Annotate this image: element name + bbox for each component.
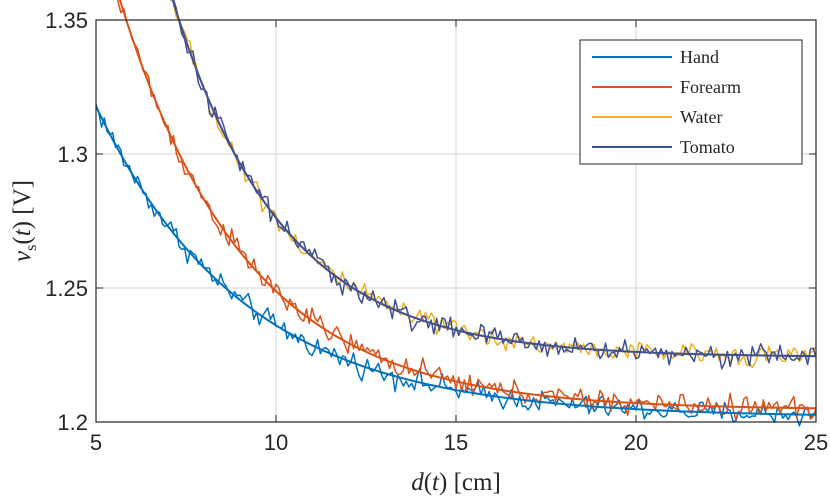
x-tick-label: 15 xyxy=(444,430,468,455)
x-tick-label: 5 xyxy=(90,430,102,455)
y-tick-label: 1.3 xyxy=(57,142,88,167)
series-forearm-fit xyxy=(118,0,817,410)
ticks: 5 10 15 20 25 1.2 1.25 1.3 1.35 xyxy=(45,8,828,455)
x-tick-label: 25 xyxy=(804,430,828,455)
legend: Hand Forearm Water Tomato xyxy=(579,39,803,165)
x-axis-label: d(t) [cm] xyxy=(411,469,501,496)
legend-label-hand: Hand xyxy=(680,47,719,67)
series-tomato-fit xyxy=(171,0,817,358)
legend-box xyxy=(579,39,803,165)
legend-label-water: Water xyxy=(680,107,723,127)
series-group xyxy=(95,0,817,427)
legend-label-forearm: Forearm xyxy=(680,77,741,97)
series-hand-fit xyxy=(95,105,817,416)
y-tick-label: 1.2 xyxy=(57,410,88,435)
x-tick-label: 10 xyxy=(264,430,288,455)
legend-label-tomato: Tomato xyxy=(680,137,735,157)
y-tick-label: 1.25 xyxy=(45,276,88,301)
y-tick-label: 1.35 xyxy=(45,8,88,33)
x-tick-label: 20 xyxy=(624,430,648,455)
y-axis-label: vs(t) [V] xyxy=(9,180,40,262)
series-hand-measured xyxy=(95,104,817,427)
